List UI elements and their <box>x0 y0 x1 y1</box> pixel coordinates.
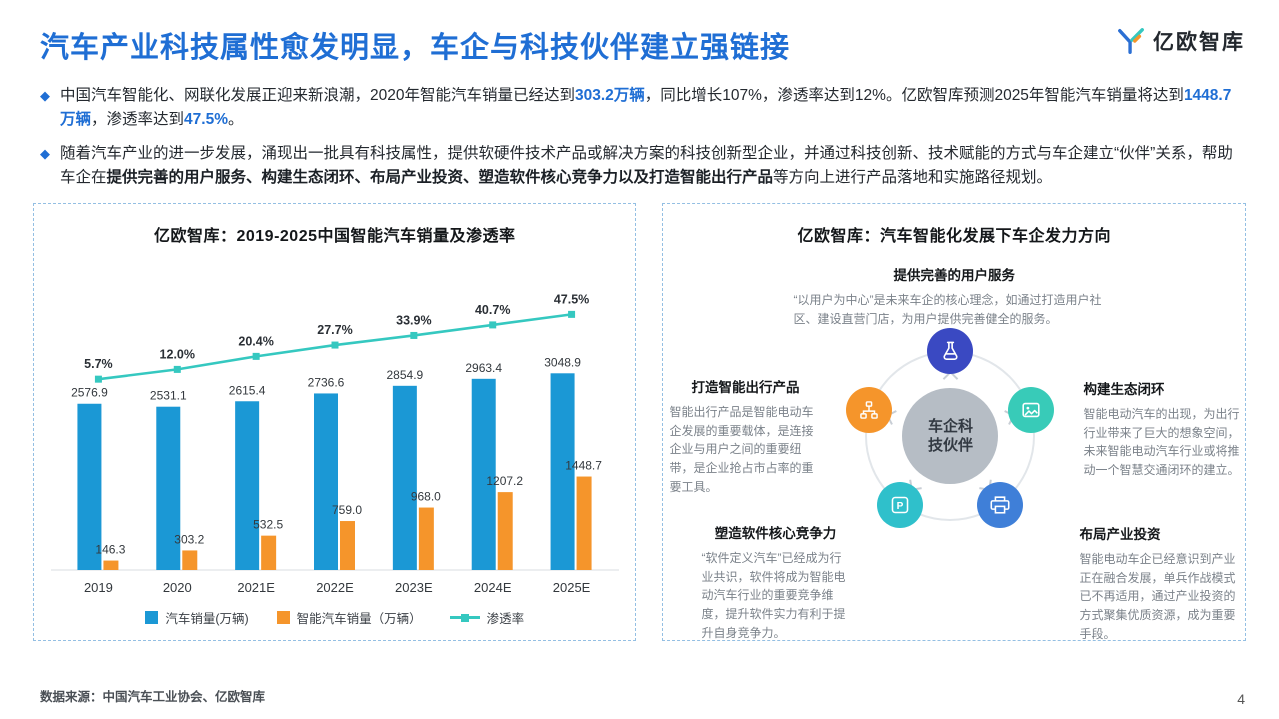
strategy-diagram-panel: 亿欧智库：汽车智能化发展下车企发力方向 提供完善的用户服务 “以用户为中心”是未… <box>662 203 1246 643</box>
node-heading-investment: 布局产业投资 <box>1079 527 1161 543</box>
bullet-item: ◆ 随着汽车产业的进一步发展，涌现出一批具有科技属性，提供软硬件技术产品或解决方… <box>40 142 1239 189</box>
content-panels: 亿欧智库：2019-2025中国智能汽车销量及渗透率 2576.9 146.3 20… <box>33 203 1246 643</box>
node-block-software: 塑造软件核心竞争力 “软件定义汽车”已经成为行业共识，软件将成为智能电动汽车行业… <box>701 522 849 642</box>
node-circle-user-service <box>927 328 974 375</box>
node-desc-user-service: “以用户为中心”是未来车企的核心理念，如通过打造用户社区、建设直营门店，为用户提… <box>793 293 1102 326</box>
svg-text:2020: 2020 <box>163 580 192 595</box>
svg-text:5.7%: 5.7% <box>84 357 113 371</box>
node-heading-software: 塑造软件核心竞争力 <box>714 526 837 542</box>
diagram-title: 亿欧智库：汽车智能化发展下车企发力方向 <box>797 228 1111 246</box>
legend-item-penetration: 渗透率 <box>449 608 525 627</box>
legend-label-smart-sales: 智能汽车销量（万辆） <box>296 612 422 627</box>
page-number: 4 <box>1237 691 1245 707</box>
legend-item-total-sales: 汽车销量(万辆) <box>145 608 249 627</box>
svg-text:2531.1: 2531.1 <box>150 389 187 403</box>
data-source-note: 数据来源：中国汽车工业协会、亿欧智库 <box>40 690 266 704</box>
legend-item-smart-sales: 智能汽车销量（万辆） <box>276 608 422 627</box>
chart-legend: 汽车销量(万辆) 智能汽车销量（万辆） 渗透率 <box>34 608 635 627</box>
svg-text:532.5: 532.5 <box>253 518 283 532</box>
node-desc-investment: 智能电动车企已经意识到产业正在融合发展，单兵作战模式已不再适用，通过产业投资的方… <box>1079 552 1236 641</box>
svg-text:1207.2: 1207.2 <box>486 474 523 488</box>
svg-text:2024E: 2024E <box>474 580 512 595</box>
brand-logo-icon <box>1118 28 1144 54</box>
image-icon <box>1022 402 1041 418</box>
svg-text:20.4%: 20.4% <box>238 335 273 349</box>
node-heading-ecosystem: 构建生态闭环 <box>1083 382 1165 398</box>
svg-text:27.7%: 27.7% <box>317 323 352 337</box>
svg-text:2736.6: 2736.6 <box>307 376 344 390</box>
printer-icon <box>990 496 1010 514</box>
diamond-bullet-icon: ◆ <box>40 88 50 103</box>
flask-icon <box>943 341 958 360</box>
legend-label-total-sales: 汽车销量(万辆) <box>165 612 249 627</box>
sales-chart-panel: 亿欧智库：2019-2025中国智能汽车销量及渗透率 2576.9 146.3 20… <box>33 203 637 642</box>
diamond-bullet-icon: ◆ <box>40 146 50 162</box>
svg-text:2025E: 2025E <box>553 580 591 595</box>
node-desc-mobility-product: 智能出行产品是智能电动车企发展的重要载体，是连接企业与用户之间的重要纽带，是企业… <box>669 405 814 494</box>
node-circle-investment <box>977 482 1024 529</box>
svg-text:33.9%: 33.9% <box>396 314 431 328</box>
node-heading-user-service: 提供完善的用户服务 <box>893 268 1015 284</box>
svg-text:2615.4: 2615.4 <box>229 383 266 397</box>
node-desc-software: “软件定义汽车”已经成为行业共识，软件将成为智能电动汽车行业的重要竞争维度，提升… <box>701 551 846 640</box>
bullet-text: 随着汽车产业的进一步发展，涌现出一批具有科技属性，提供软硬件技术产品或解决方案的… <box>60 145 1233 186</box>
legend-swatch-smart-sales <box>276 611 290 625</box>
p-document-icon: P <box>892 496 909 514</box>
svg-text:303.2: 303.2 <box>174 533 204 547</box>
svg-text:1448.7: 1448.7 <box>565 459 602 473</box>
summary-bullets: ◆ 中国汽车智能化、网联化发展正迎来新浪潮，2020年智能汽车销量已经达到303… <box>40 84 1239 189</box>
svg-text:3048.9: 3048.9 <box>544 355 581 369</box>
svg-text:2023E: 2023E <box>395 580 433 595</box>
legend-swatch-penetration-line <box>449 613 480 622</box>
svg-text:146.3: 146.3 <box>95 543 125 557</box>
brand-logo-text: 亿欧智库 <box>1153 31 1245 54</box>
node-block-investment: 布局产业投资 智能电动车企已经意识到产业正在融合发展，单兵作战模式已不再适用，通… <box>1079 523 1239 643</box>
node-circle-ecosystem <box>1008 387 1055 434</box>
svg-text:2022E: 2022E <box>316 580 354 595</box>
svg-text:2019: 2019 <box>84 580 113 595</box>
node-heading-mobility-product: 打造智能出行产品 <box>691 380 800 396</box>
svg-text:2854.9: 2854.9 <box>386 368 423 382</box>
svg-text:2576.9: 2576.9 <box>71 386 108 400</box>
brand-logo: 亿欧智库 <box>1116 26 1245 56</box>
svg-text:P: P <box>897 501 904 512</box>
legend-swatch-total-sales <box>145 611 159 625</box>
node-block-ecosystem: 构建生态闭环 智能电动汽车的出现，为出行行业带来了巨大的想象空间，未来智能电动汽… <box>1083 378 1241 479</box>
page-title: 汽车产业科技属性愈发明显，车企与科技伙伴建立强链接 <box>40 32 791 64</box>
svg-text:968.0: 968.0 <box>411 490 441 504</box>
node-desc-ecosystem: 智能电动汽车的出现，为出行行业带来了巨大的想象空间，未来智能电动汽车行业或将推动… <box>1083 407 1240 477</box>
node-block-mobility-product: 打造智能出行产品 智能出行产品是智能电动车企发展的重要载体，是连接企业与用户之间… <box>669 376 821 496</box>
org-chart-icon <box>860 401 879 419</box>
diagram-center-circle: 车企科技伙伴 <box>902 388 999 485</box>
chart-title: 亿欧智库：2019-2025中国智能汽车销量及渗透率 <box>153 228 516 246</box>
svg-text:47.5%: 47.5% <box>554 293 589 307</box>
svg-text:12.0%: 12.0% <box>159 348 194 362</box>
bullet-item: ◆ 中国汽车智能化、网联化发展正迎来新浪潮，2020年智能汽车销量已经达到303… <box>40 84 1239 131</box>
sales-chart-svg: 2576.9 146.3 2019 2531.1 303.2 2020 2615.4 532.… <box>50 293 619 595</box>
legend-label-penetration: 渗透率 <box>486 612 525 627</box>
svg-text:2021E: 2021E <box>237 580 275 595</box>
svg-text:759.0: 759.0 <box>332 503 362 517</box>
svg-text:2963.4: 2963.4 <box>465 361 502 375</box>
header: 汽车产业科技属性愈发明显，车企与科技伙伴建立强链接 亿欧智库 <box>0 0 1279 66</box>
legend-swatch-penetration-marker <box>460 613 469 622</box>
svg-text:40.7%: 40.7% <box>475 303 510 317</box>
node-circle-software: P <box>877 482 924 529</box>
bullet-text: 中国汽车智能化、网联化发展正迎来新浪潮，2020年智能汽车销量已经达到303.2… <box>60 87 1232 128</box>
node-circle-mobility-product <box>846 387 893 434</box>
